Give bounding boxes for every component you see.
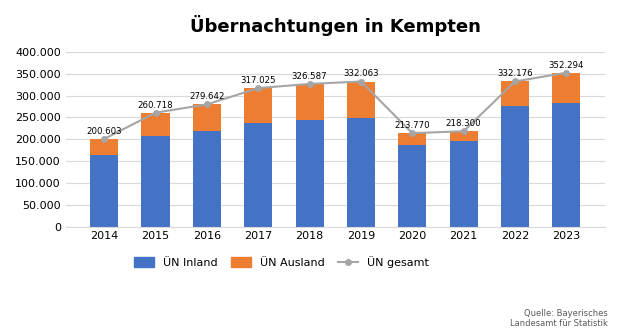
Text: 213.770: 213.770 xyxy=(394,121,430,130)
Bar xyxy=(347,118,375,226)
Text: 218.300: 218.300 xyxy=(446,119,482,128)
Text: 260.718: 260.718 xyxy=(138,100,174,110)
Bar xyxy=(552,73,580,104)
Bar xyxy=(141,113,170,136)
Bar xyxy=(501,106,529,226)
Title: Übernachtungen in Kempten: Übernachtungen in Kempten xyxy=(190,15,480,36)
Text: 200.603: 200.603 xyxy=(86,127,122,136)
Text: 279.642: 279.642 xyxy=(189,92,224,102)
Bar xyxy=(141,136,170,226)
Text: Quelle: Bayerisches
Landesamt für Statistik: Quelle: Bayerisches Landesamt für Statis… xyxy=(510,309,608,328)
Bar xyxy=(90,139,118,155)
Bar xyxy=(296,120,324,226)
Bar xyxy=(398,133,427,145)
Bar xyxy=(296,84,324,120)
Text: 352.294: 352.294 xyxy=(549,61,584,70)
Bar xyxy=(501,81,529,106)
Bar xyxy=(244,88,272,123)
Bar xyxy=(398,145,427,226)
Text: 332.176: 332.176 xyxy=(497,69,533,78)
Bar xyxy=(450,131,478,141)
Bar xyxy=(90,155,118,226)
Bar xyxy=(193,131,221,226)
Text: 332.063: 332.063 xyxy=(343,69,379,78)
Bar xyxy=(244,123,272,226)
Legend: ÜN Inland, ÜN Ausland, ÜN gesamt: ÜN Inland, ÜN Ausland, ÜN gesamt xyxy=(130,252,433,272)
Bar xyxy=(193,105,221,131)
Text: 317.025: 317.025 xyxy=(241,76,276,85)
Bar xyxy=(552,104,580,226)
Bar xyxy=(347,81,375,118)
Bar xyxy=(450,141,478,226)
Text: 326.587: 326.587 xyxy=(292,72,327,81)
